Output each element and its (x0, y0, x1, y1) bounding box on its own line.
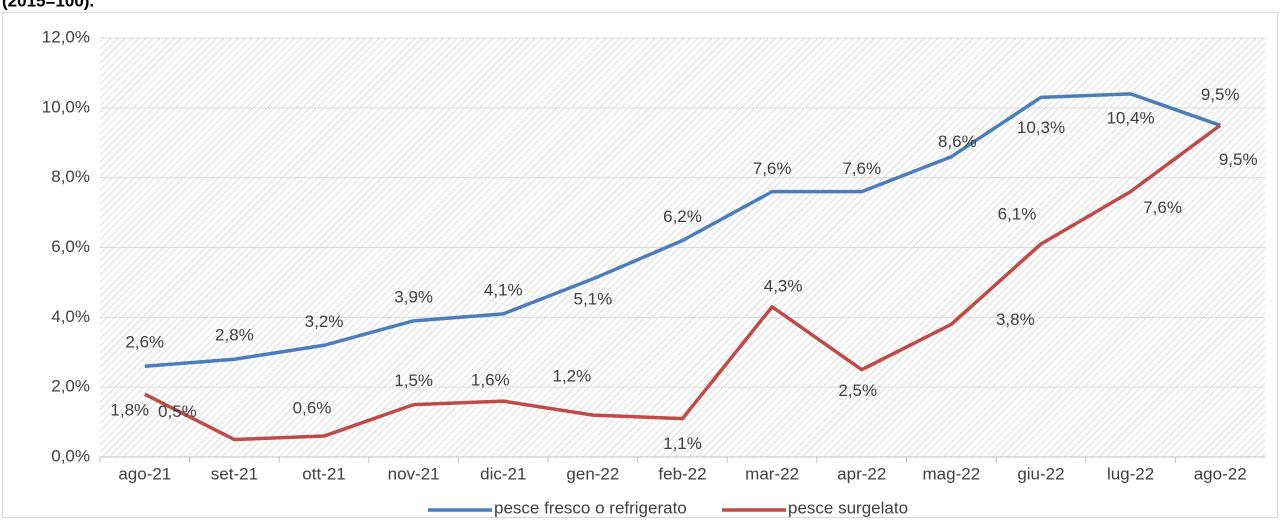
data-label: 1,2% (553, 367, 592, 386)
x-tick-label: mag-22 (923, 464, 981, 483)
x-tick-label: mar-22 (745, 464, 799, 483)
data-label: 6,1% (998, 204, 1037, 223)
data-label: 7,6% (842, 159, 881, 178)
data-label: 1,6% (471, 371, 510, 390)
legend-label: pesce surgelato (788, 498, 908, 517)
subtitle: (2015=100). (2, 0, 94, 10)
x-tick-label: lug-22 (1107, 464, 1154, 483)
series-line (144, 123, 1222, 442)
data-label: 10,3% (1017, 118, 1065, 137)
data-label: 3,9% (394, 287, 433, 306)
data-label: 9,5% (1219, 150, 1258, 169)
x-tick-label: apr-22 (837, 464, 886, 483)
data-label: 7,6% (753, 159, 792, 178)
data-label: 2,6% (125, 333, 164, 352)
y-tick-label: 4,0% (51, 307, 90, 326)
data-label: 7,6% (1143, 198, 1182, 217)
chart-frame (2, 12, 1278, 518)
data-label: 6,2% (663, 207, 702, 226)
data-label: 3,2% (305, 312, 344, 331)
data-label: 3,8% (996, 310, 1035, 329)
data-label: 9,5% (1201, 85, 1240, 104)
data-label: 2,8% (215, 326, 254, 345)
x-tick-label: ago-22 (1194, 464, 1247, 483)
x-tick-label: dic-21 (480, 464, 526, 483)
y-tick-label: 2,0% (51, 377, 90, 396)
y-tick-label: 10,0% (42, 97, 90, 116)
data-label: 5,1% (574, 289, 613, 308)
data-label: 10,4% (1106, 108, 1154, 127)
data-label: 4,1% (484, 280, 523, 299)
x-tick-label: ott-21 (302, 464, 345, 483)
y-tick-label: 6,0% (51, 237, 90, 256)
data-label: 1,1% (663, 434, 702, 453)
x-tick-label: ago-21 (118, 464, 171, 483)
data-label: 2,5% (838, 381, 877, 400)
x-tick-label: giu-22 (1017, 464, 1064, 483)
data-label: 4,3% (764, 276, 803, 295)
x-tick-label: set-21 (211, 464, 258, 483)
x-tick-label: feb-22 (658, 464, 706, 483)
series-line (144, 92, 1221, 368)
x-tick-label: nov-21 (388, 464, 440, 483)
legend-label: pesce fresco o refrigerato (494, 498, 687, 517)
data-label: 0,5% (158, 402, 197, 421)
y-tick-label: 12,0% (42, 27, 90, 46)
y-tick-label: 0,0% (51, 446, 90, 465)
data-label: 1,5% (394, 371, 433, 390)
data-label: 8,6% (938, 132, 977, 151)
data-label: 1,8% (110, 401, 149, 420)
x-tick-label: gen-22 (566, 464, 619, 483)
data-label: 0,6% (293, 399, 332, 418)
y-tick-label: 8,0% (51, 167, 90, 186)
